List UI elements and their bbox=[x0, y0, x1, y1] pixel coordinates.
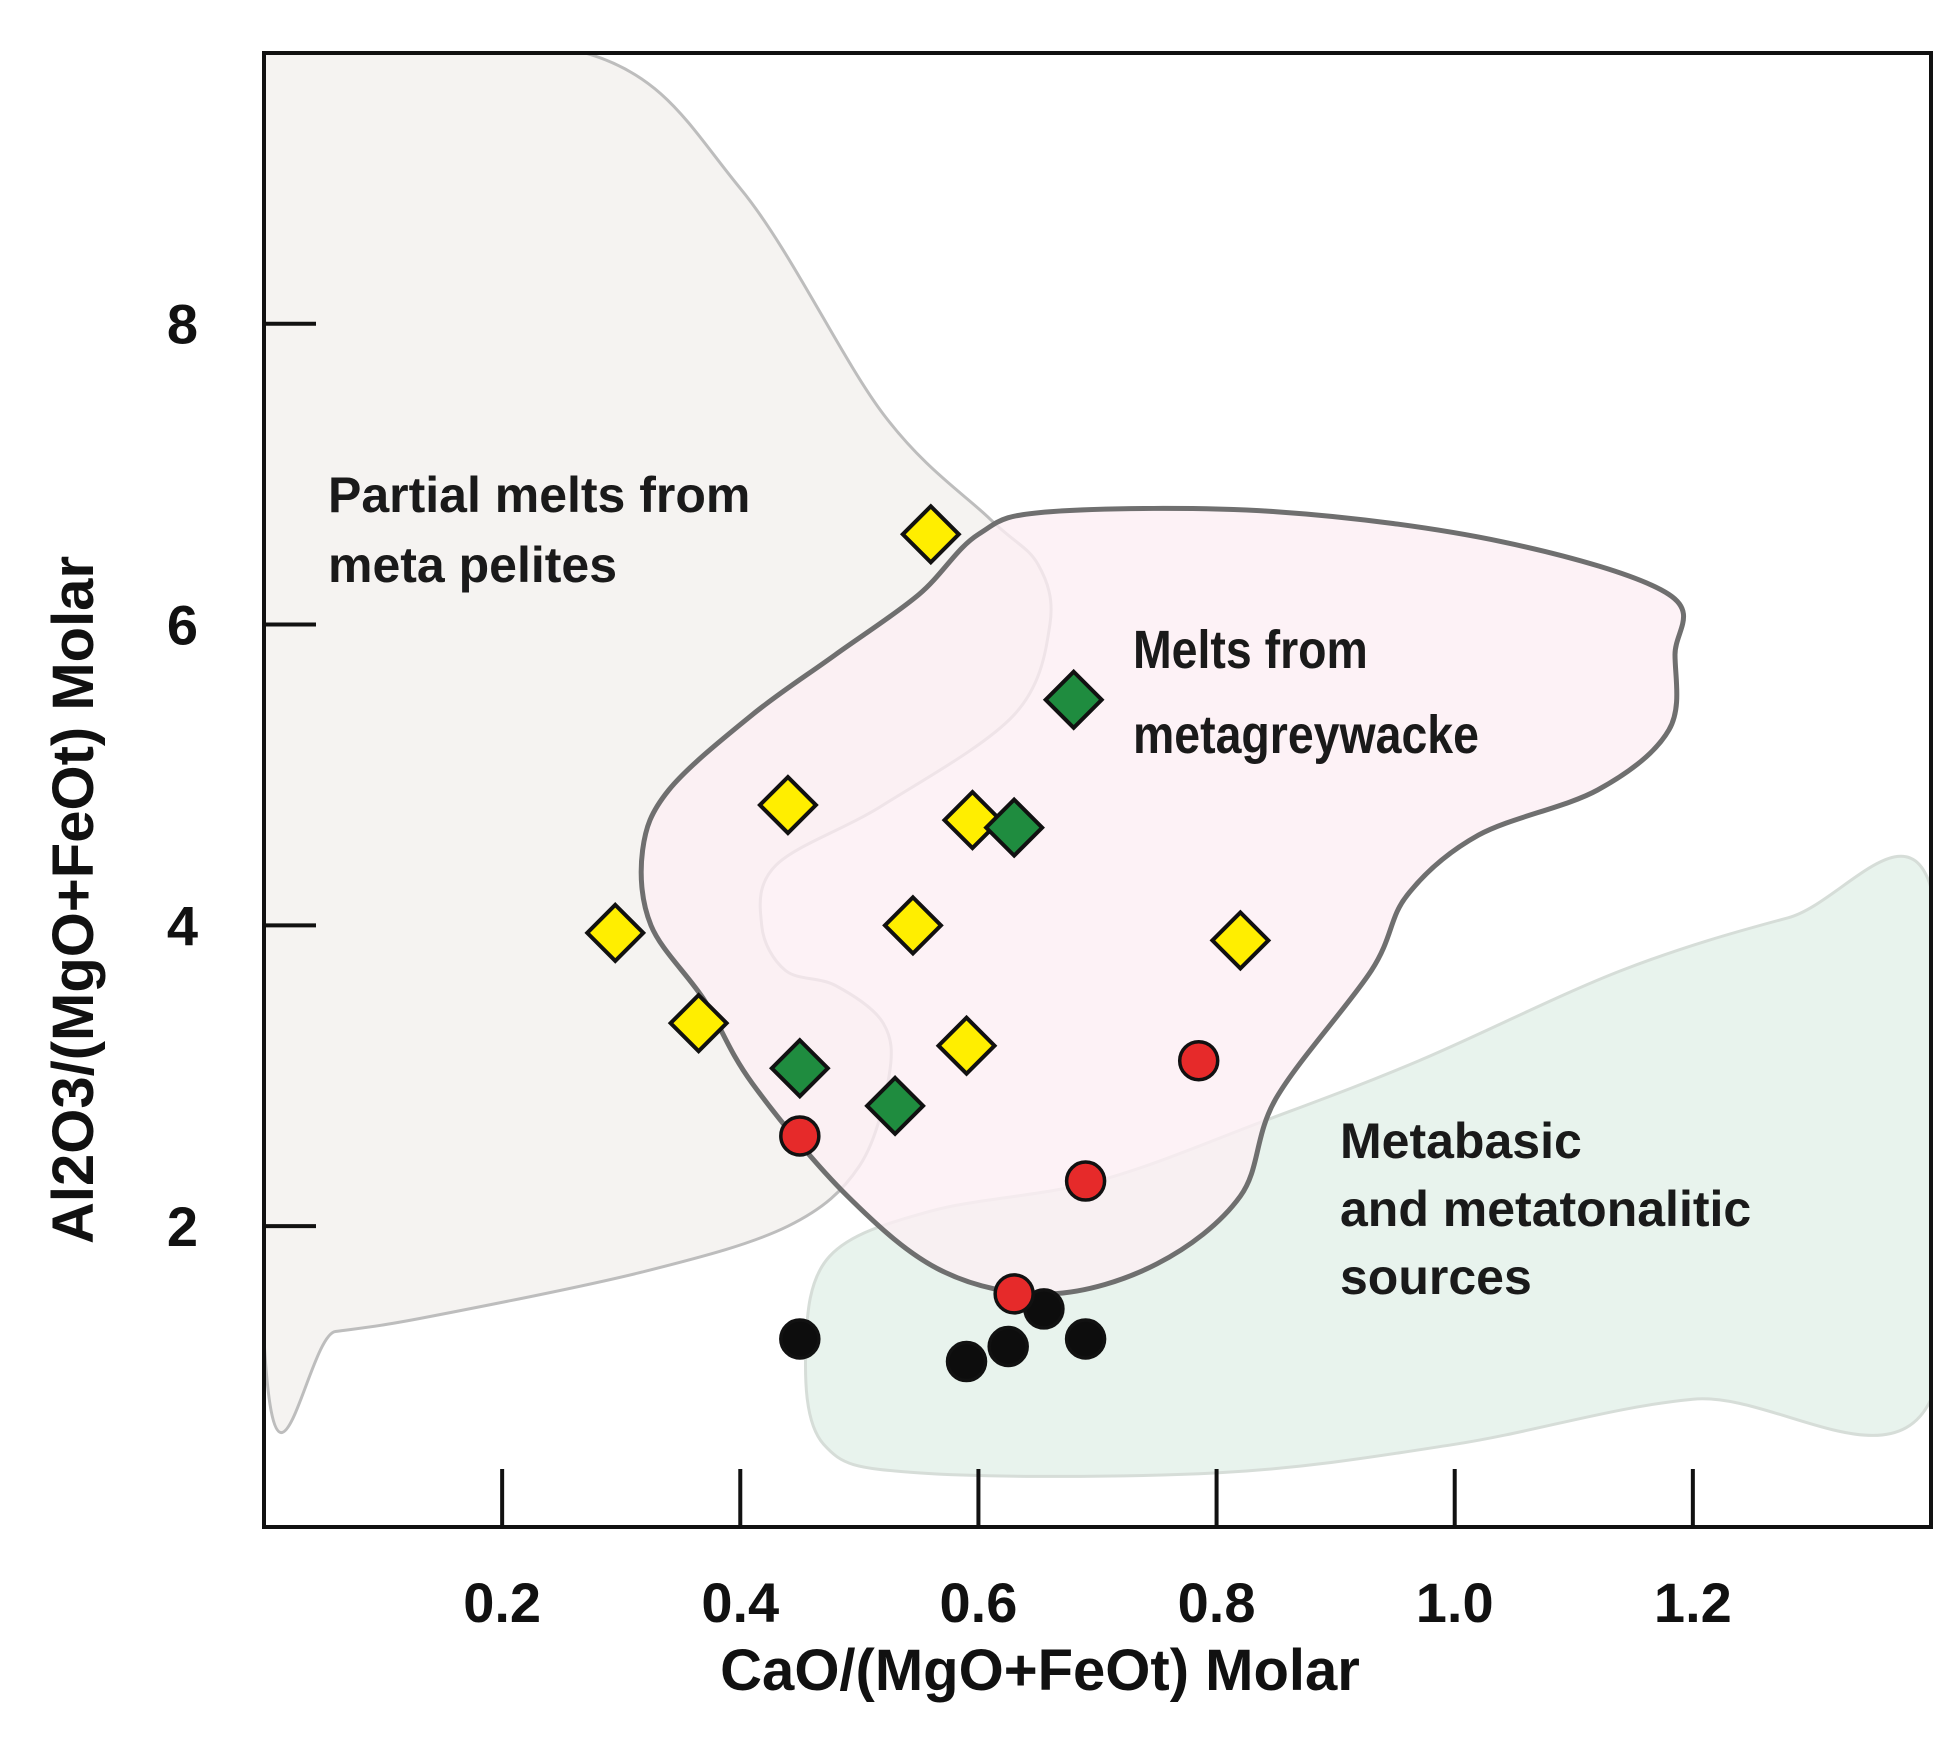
point-yellow-diamond bbox=[667, 992, 730, 1054]
x-tick-label: 0.6 bbox=[939, 1571, 1017, 1634]
point-green-diamond bbox=[768, 1037, 831, 1100]
point-red-circle bbox=[779, 1115, 821, 1157]
points-layer bbox=[584, 503, 1272, 1383]
point-black-circle bbox=[945, 1340, 988, 1383]
point-red-circle bbox=[1177, 1039, 1220, 1082]
x-tick-label: 0.2 bbox=[463, 1571, 541, 1634]
point-green-diamond bbox=[1042, 668, 1105, 731]
point-yellow-diamond bbox=[882, 894, 944, 957]
point-yellow-diamond bbox=[899, 503, 962, 566]
x-tick-label: 1.0 bbox=[1416, 1571, 1494, 1634]
point-yellow-diamond bbox=[757, 774, 819, 836]
label-metagreywacke-line-2: metagreywacke bbox=[1133, 704, 1479, 765]
point-yellow-diamond bbox=[1209, 909, 1272, 972]
label-metagreywacke-line-1: Melts from bbox=[1133, 619, 1368, 680]
point-red-circle bbox=[1064, 1160, 1107, 1202]
region-labels-layer: Partial melts from meta pelites Melts from… bbox=[328, 467, 1751, 1305]
label-metabasic-line-3: sources bbox=[1340, 1249, 1532, 1305]
label-metapelite-line-2: meta pelites bbox=[328, 537, 617, 593]
x-tick-label: 0.4 bbox=[701, 1571, 779, 1634]
point-black-circle bbox=[1064, 1318, 1107, 1360]
plot-frame bbox=[262, 51, 1933, 1529]
y-tick-label: 6 bbox=[167, 594, 198, 657]
point-green-diamond bbox=[864, 1075, 926, 1137]
point-green-diamond bbox=[983, 796, 1045, 859]
point-yellow-diamond bbox=[941, 789, 1004, 851]
point-yellow-diamond bbox=[584, 902, 647, 964]
x-axis-title: CaO/(MgO+FeOt) Molar bbox=[720, 1638, 1360, 1703]
y-tick-label: 4 bbox=[167, 894, 198, 957]
y-axis-title: Al2O3/(MgO+FeOt) Molar bbox=[41, 556, 106, 1244]
x-tick-label: 1.2 bbox=[1654, 1571, 1732, 1634]
ticks-layer: 0.2 0.4 0.6 0.8 1.0 1.2 2 4 6 8 bbox=[167, 293, 1732, 1634]
point-black-circle bbox=[987, 1325, 1029, 1368]
label-metabasic-line-2: and metatonalitic bbox=[1340, 1181, 1751, 1237]
x-tick-label: 0.8 bbox=[1178, 1571, 1256, 1634]
point-black-circle bbox=[779, 1318, 821, 1360]
y-tick-label: 2 bbox=[167, 1195, 198, 1258]
point-yellow-diamond bbox=[935, 1014, 998, 1077]
point-red-circle bbox=[993, 1273, 1035, 1315]
label-metabasic-line-1: Metabasic bbox=[1340, 1113, 1582, 1169]
label-metapelite-line-1: Partial melts from bbox=[328, 467, 750, 523]
y-tick-label: 8 bbox=[167, 293, 198, 356]
